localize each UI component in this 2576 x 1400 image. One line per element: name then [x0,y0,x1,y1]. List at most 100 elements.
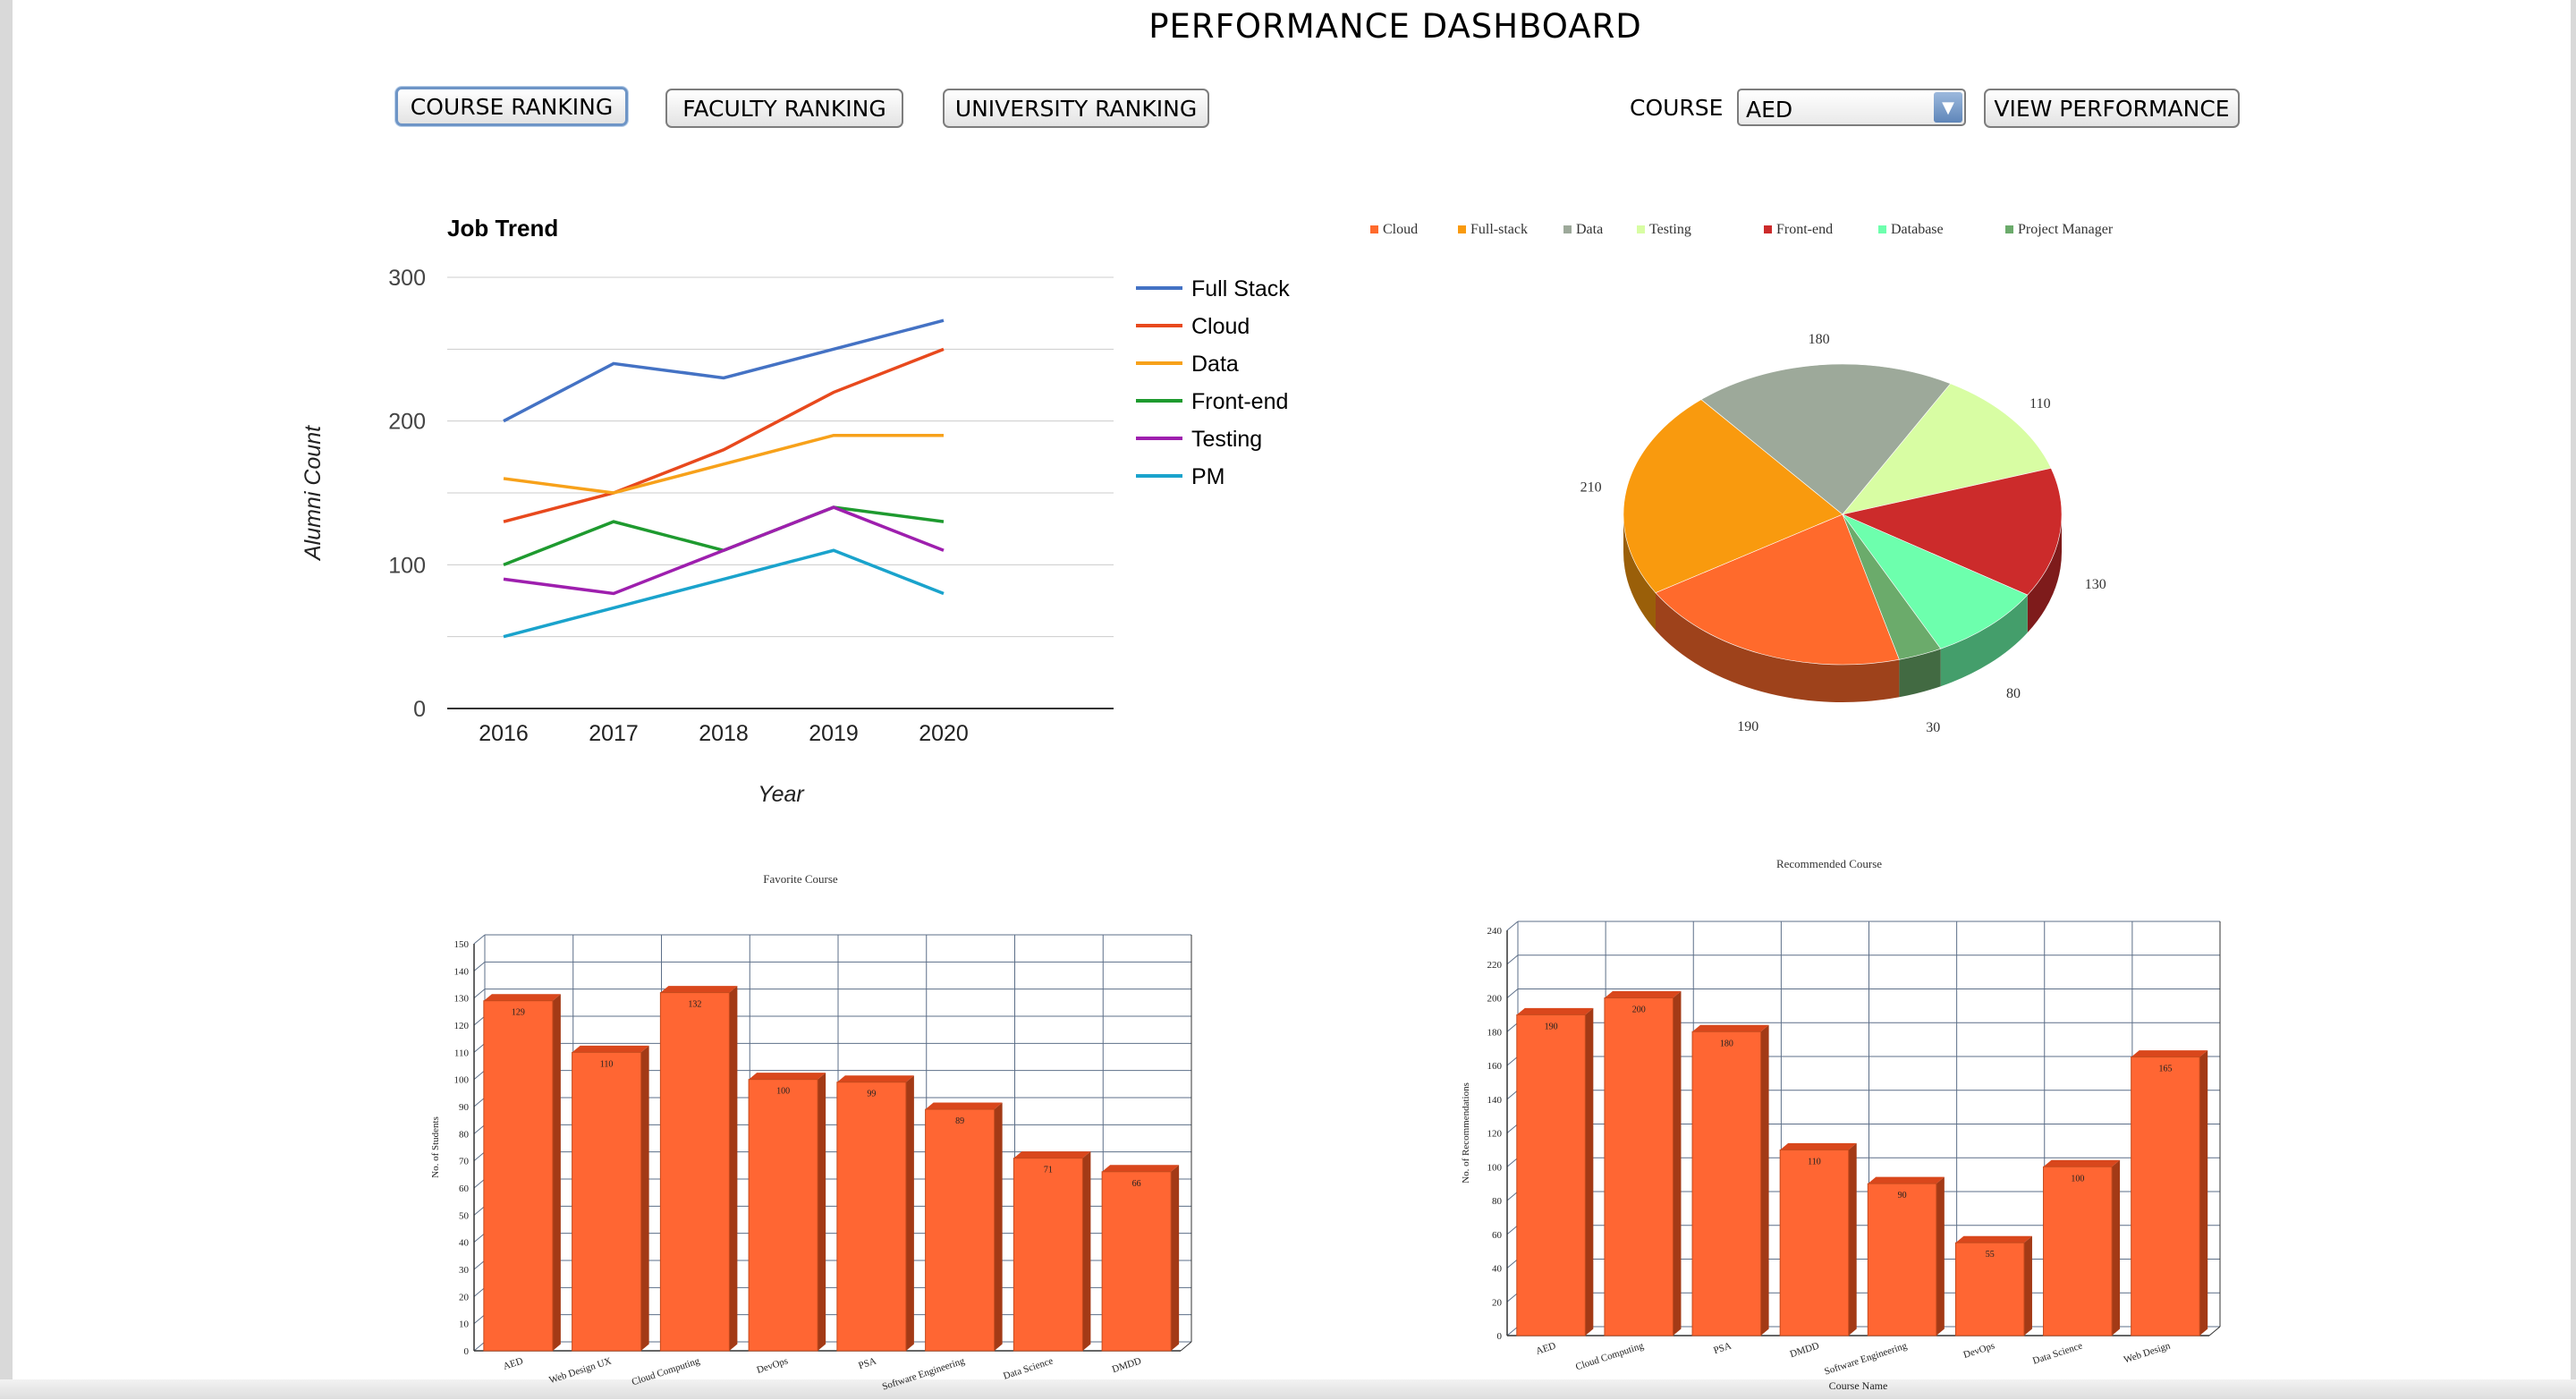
gridline-depth [1506,1225,1519,1235]
pie-slice-side [2027,514,2062,633]
bar-value-label: 89 [955,1116,964,1126]
bar-side [1760,1024,1769,1336]
x-axis-label: Course Name [1829,1379,1888,1392]
y-tick-label: 220 [1487,960,1503,971]
y-axis-label: Alumni Count [301,425,326,562]
x-tick-label: Software Engineering [881,1355,967,1392]
bar [1867,1183,1937,1336]
gridline-depth [473,988,486,999]
y-axis-label: No. of Recommendations [1461,1082,1471,1184]
legend-label: Testing [1649,222,1691,237]
pie-slice-front-end [1842,468,2063,596]
y-tick-label: 20 [1492,1297,1503,1308]
pie-data-label: 210 [1580,479,1602,495]
y-tick-label: 80 [1492,1196,1503,1207]
gridline-depth [1506,1191,1519,1201]
y-axis-label: No. of Students [430,1116,441,1178]
view-performance-button[interactable]: VIEW PERFORMANCE [1984,89,2240,128]
legend-swatch [1878,225,1886,233]
bar-top [749,1073,826,1080]
legend-label: Front-end [1776,222,1833,237]
legend-label: Testing [1191,427,1262,452]
gridline-depth [473,1151,486,1162]
faculty-ranking-button[interactable]: FACULTY RANKING [665,89,903,128]
bar-side [729,986,738,1351]
y-tick-label: 20 [459,1292,470,1302]
y-tick-label: 100 [388,553,426,578]
job-trend-chart: Job Trend 0 100 200 300 2016 2017 2018 2019 2020 Y… [301,215,1290,807]
bar-side [2199,1050,2208,1336]
bar-value-label: 110 [1808,1157,1821,1167]
y-tick-label: 300 [388,266,426,291]
pie-slice-testing [1842,383,2052,515]
bar-value-label: 90 [1898,1191,1907,1201]
y-tick-label: 100 [1487,1162,1503,1173]
window-bottom-bar [0,1379,2576,1399]
bar [1604,997,1674,1336]
bar [925,1108,996,1352]
course-distribution-pie-chart: Cloud Full-stack Data Testing Front-end Datab… [1370,222,2114,735]
pie-slice-side [1623,514,1656,631]
course-select[interactable]: AED ▼ [1737,89,1966,126]
gridline-depth [473,1042,486,1053]
y-tick-label: 40 [459,1238,470,1249]
gridline-depth [1506,955,1519,965]
page-title: PERFORMANCE DASHBOARD [1148,7,1642,46]
x-tick-label: 2018 [699,721,749,746]
y-tick-label: 200 [388,410,426,435]
x-tick-label: 2016 [479,721,529,746]
course-label: COURSE [1630,95,1724,121]
legend-swatch [1764,225,1772,233]
course-ranking-button[interactable]: COURSE RANKING [395,87,628,126]
gridline-depth [473,1124,486,1134]
bar-top [1955,1235,2032,1243]
chevron-down-icon[interactable]: ▼ [1934,92,1962,123]
legend-label: Cloud [1191,314,1250,339]
bar-top [836,1075,914,1082]
gridline-depth [473,1178,486,1189]
gridline-depth [1506,1259,1519,1268]
x-tick-label: AED [502,1355,524,1371]
x-tick-label: PSA [1712,1340,1733,1356]
bar-top [572,1045,649,1053]
pie-slice-side [1655,592,1900,702]
x-tick-label: DevOps [1962,1340,1996,1361]
series-line-data [503,433,944,495]
legend-swatch [1637,225,1645,233]
gridline-depth [473,1260,486,1270]
gridline-depth [473,1015,486,1026]
course-select-value: AED [1746,97,1793,123]
bar-value-label: 180 [1720,1039,1733,1048]
bar-side [994,1102,1003,1351]
x-tick-label: Data Science [1002,1355,1055,1381]
y-tick-label: 160 [1487,1061,1503,1072]
gridline-depth [473,934,486,945]
x-axis-label: Year [758,782,805,807]
gridline-depth [1506,1056,1519,1066]
legend-label: Front-end [1191,389,1288,414]
x-tick-label: Software Engineering [1823,1340,1909,1377]
x-axis-depth [2208,1326,2221,1336]
pie-data-label: 130 [2085,577,2106,592]
bar-side [1848,1142,1857,1336]
gridline-depth [1506,1124,1519,1133]
y-tick-label: 60 [1492,1230,1503,1241]
x-axis-depth [1180,1341,1192,1352]
y-tick-label: 200 [1487,994,1503,1005]
gridline-depth [1506,1022,1519,1032]
gridline-depth [1506,1090,1519,1100]
bar-side [1673,991,1682,1336]
university-ranking-button[interactable]: UNIVERSITY RANKING [943,89,1209,128]
legend-swatch [2005,225,2013,233]
pie-slice-cloud [1655,513,1900,666]
legend-label: Data [1576,222,1603,237]
bar-value-label: 66 [1132,1179,1141,1189]
bar-top [660,986,738,993]
y-tick-label: 110 [454,1048,470,1058]
bar [1691,1031,1762,1336]
bar-value-label: 99 [867,1090,876,1099]
chart-title: Job Trend [447,215,558,242]
bar [659,992,730,1352]
bar [1779,1149,1850,1336]
pie-data-label: 30 [1926,720,1940,735]
